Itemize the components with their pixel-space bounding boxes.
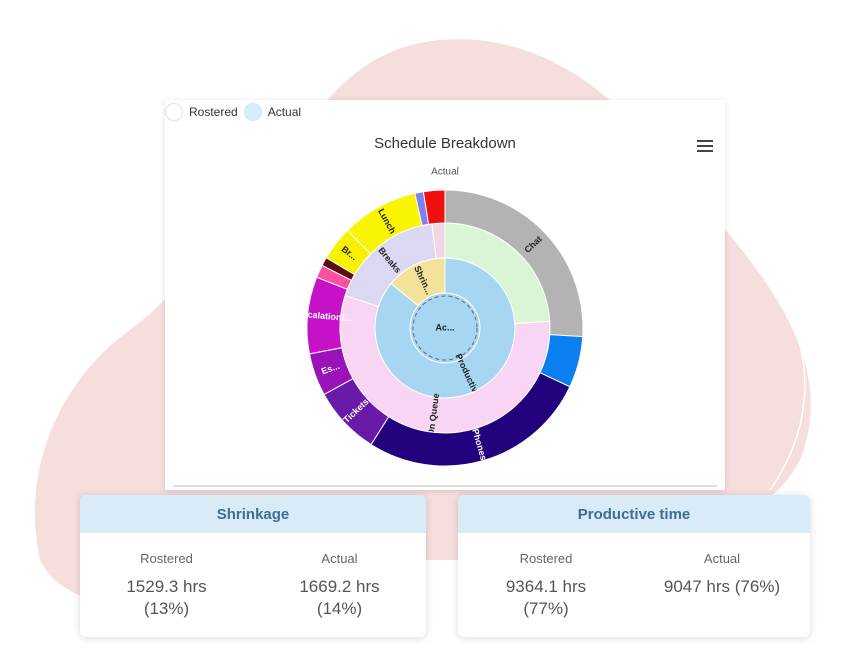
chart-title: Schedule Breakdown [374,135,516,152]
chart-panel: Schedule Breakdown Actual Ac... Productiv… [165,100,725,490]
chart-subtitle: Actual [431,167,459,178]
column-label: Actual [321,551,358,566]
legend-item[interactable]: Rostered [189,105,238,119]
legend-icon [165,103,183,121]
column-label: Rostered [519,551,573,566]
column-value: 1669.2 hrs (14%) [299,577,380,618]
sunburst-segment [422,189,446,225]
column-value: 1529.3 hrs (13%) [126,577,207,618]
column-label: Actual [703,551,741,566]
segment-label: Ac... [435,322,454,332]
summary-card: Productive time Rostered 9364.1 hrs (77%)… [458,495,810,637]
summary-card: Shrinkage Rostered 1529.3 hrs (13%) Actua… [80,495,426,637]
legend-icon [243,103,262,121]
column-label: Rostered [140,551,193,566]
column-value: 9047 hrs (76%) [663,577,781,596]
legend-item[interactable]: Actual [267,105,302,119]
menu-button[interactable] [697,140,713,155]
card-title: Shrinkage [80,495,426,533]
center-outline [412,295,478,361]
legend: Rostered Actual [165,103,301,121]
column-value: 9364.1 hrs (77%) [505,577,587,618]
sunburst-chart: Schedule Breakdown Actual Ac...Productiv… [173,135,717,487]
card-title: Productive time [458,495,810,533]
